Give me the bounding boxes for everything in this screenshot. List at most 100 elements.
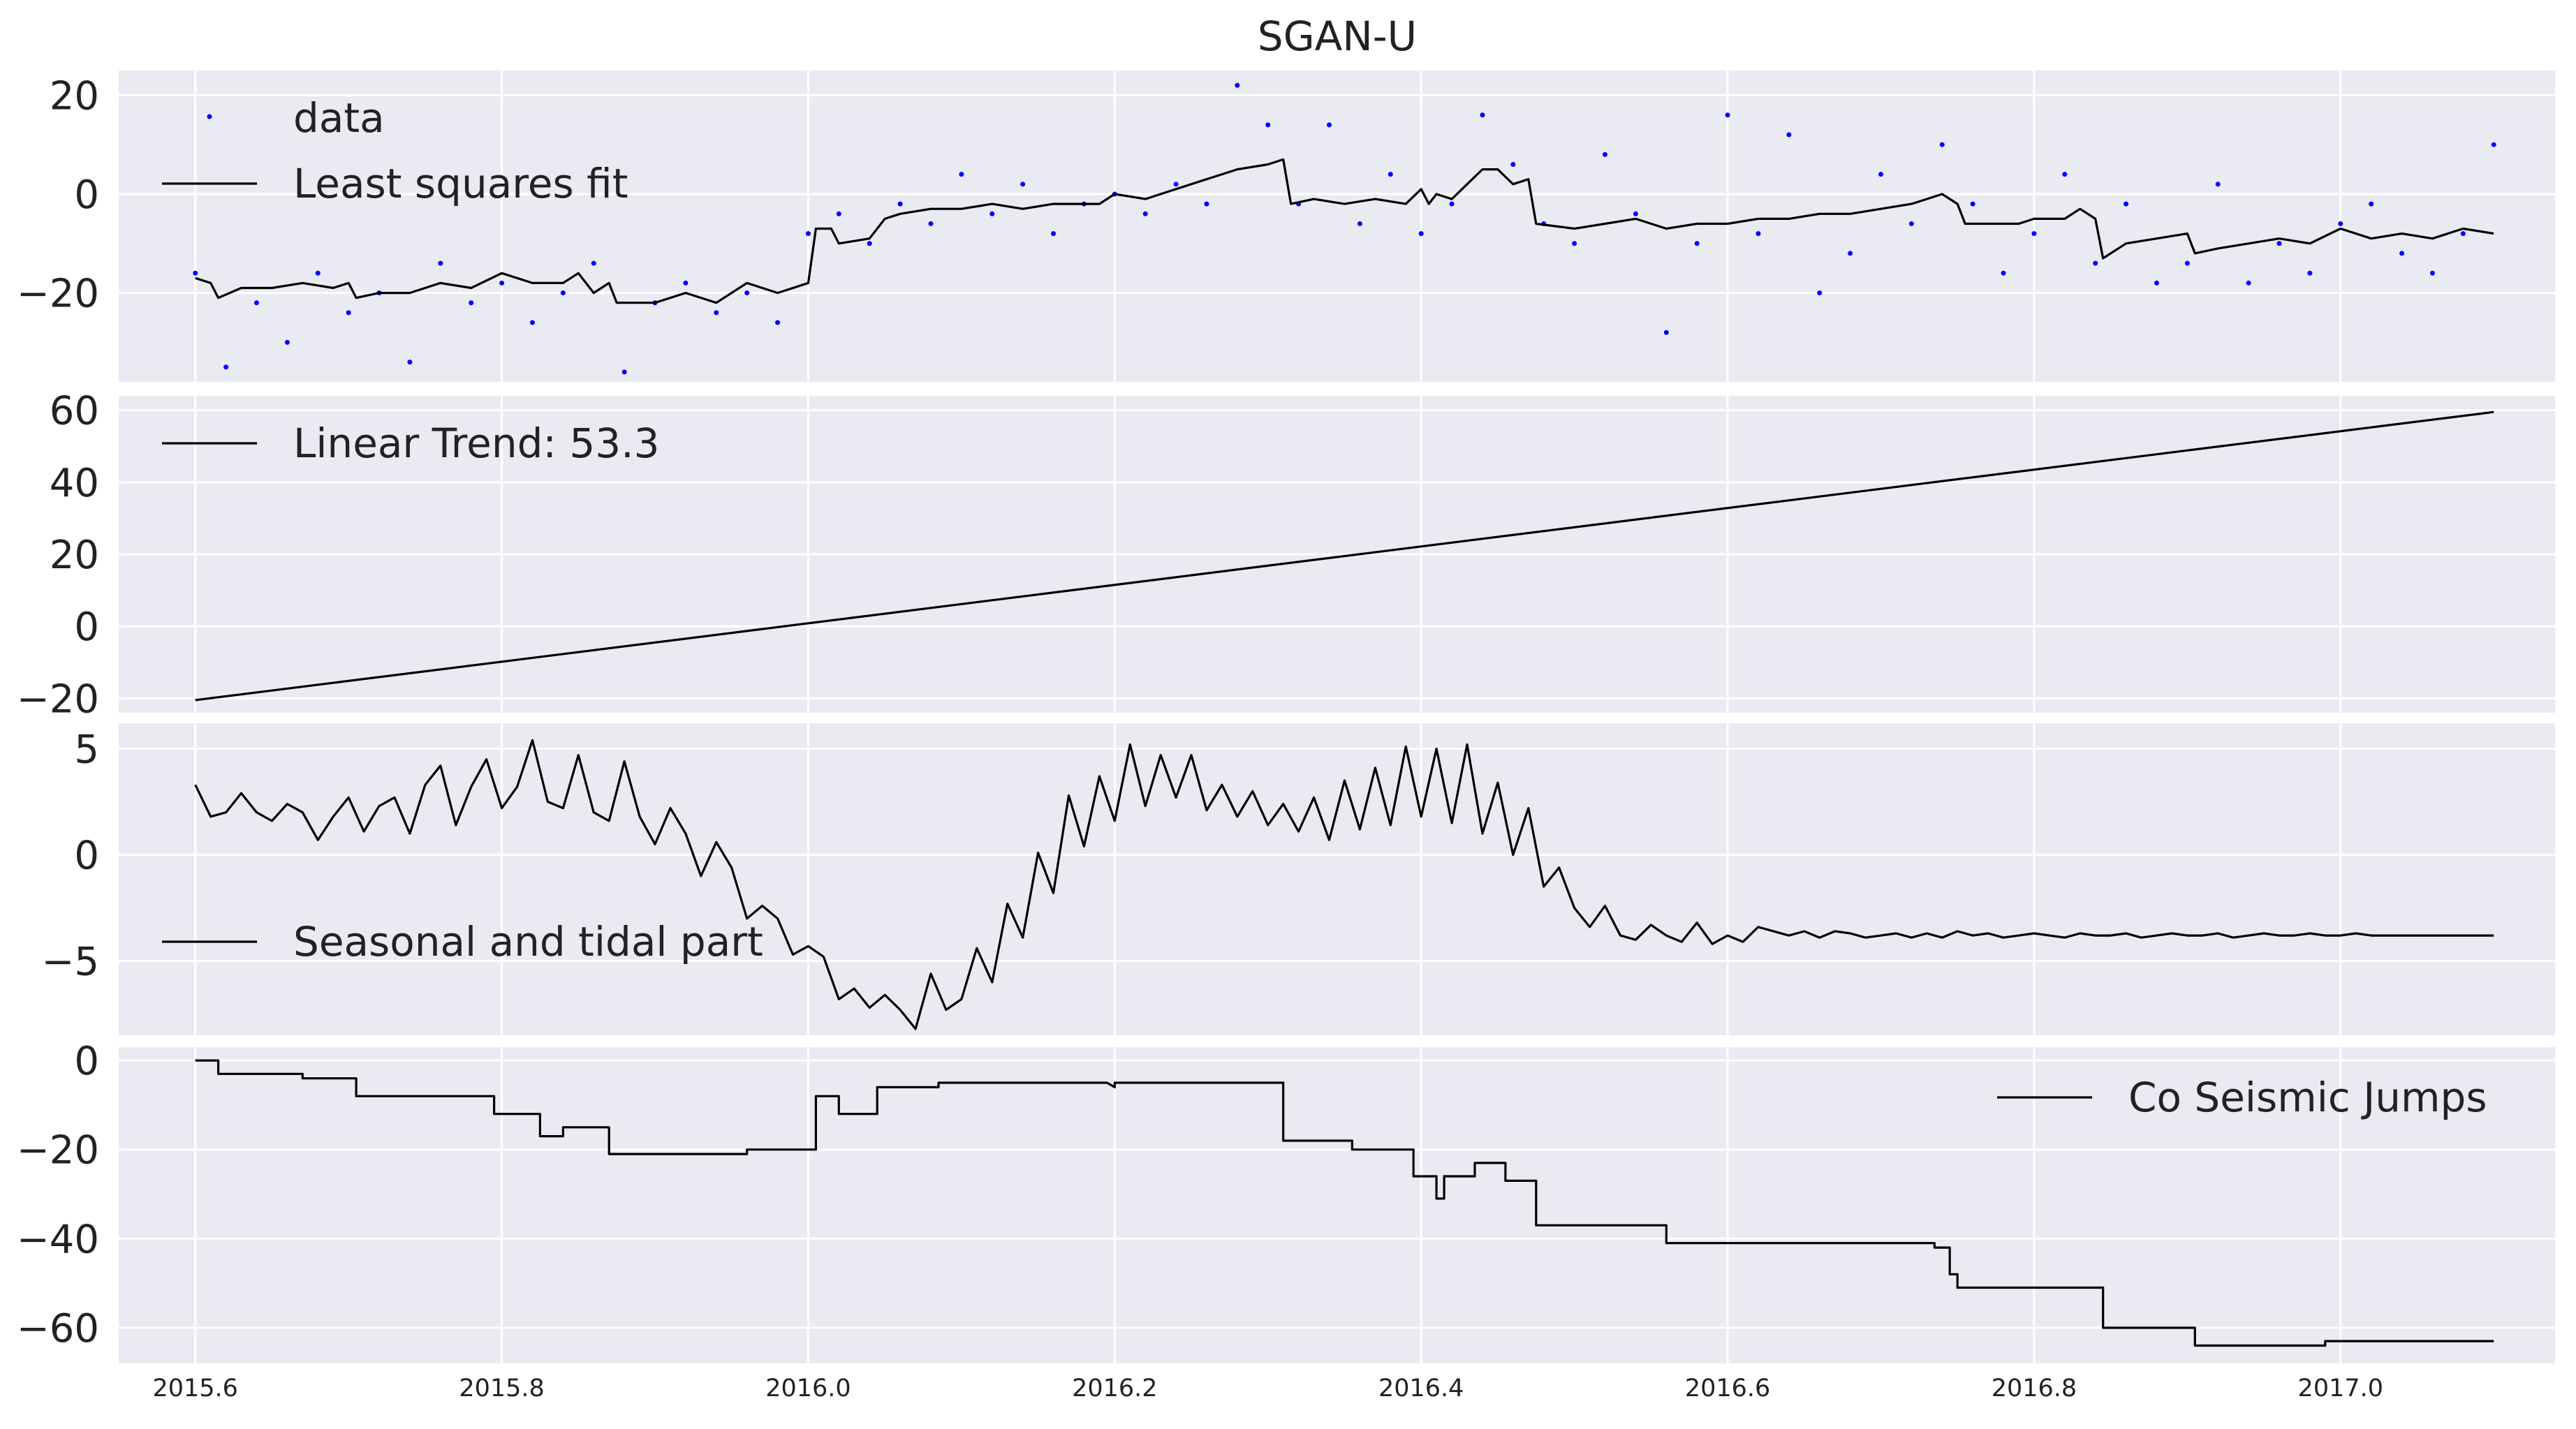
y-tick-label: −60 (17, 1306, 99, 1352)
data-point (1633, 211, 1638, 216)
plot-area (195, 410, 2494, 702)
x-tick-label: 2016.0 (765, 1375, 851, 1402)
series-line (195, 410, 2494, 702)
data-point (1173, 182, 1179, 187)
data-point (2215, 182, 2221, 187)
data-point (2491, 142, 2496, 147)
y-tick-label: −20 (17, 676, 99, 722)
data-point (867, 241, 872, 246)
panel-4: −60 −40 −20 0 Co Seismic Jumps (17, 1039, 2555, 1363)
data-point (1020, 182, 1026, 187)
data-point (1418, 231, 1424, 237)
data-point (469, 300, 474, 306)
series-line (195, 158, 2494, 304)
data-point (2369, 201, 2374, 207)
y-tick-label: 20 (50, 533, 99, 578)
data-point (1848, 251, 1853, 256)
data-point (2307, 270, 2313, 276)
data-point (1908, 221, 1914, 226)
legend-label: data (293, 94, 385, 142)
panel-3: −5 0 5 Seasonal and tidal part (41, 723, 2555, 1035)
data-point (1235, 82, 1240, 88)
data-point (1817, 290, 1823, 296)
panel-background (119, 71, 2555, 382)
data-point (1051, 231, 1057, 237)
legend-label: Least squares fit (293, 160, 628, 207)
x-tick-label: 2017.0 (2298, 1375, 2383, 1402)
y-tick-label: 40 (50, 461, 99, 506)
data-point (1939, 142, 1945, 147)
data-point (714, 310, 719, 316)
data-point (499, 280, 505, 286)
data-point (1204, 201, 1209, 207)
y-tick-label: −20 (17, 1128, 99, 1173)
data-point (2460, 231, 2466, 237)
data-point (2246, 280, 2251, 286)
data-point (1327, 122, 1332, 128)
data-point (1970, 201, 1975, 207)
data-point (1265, 122, 1271, 128)
data-point (1725, 112, 1730, 118)
plot-area (195, 1059, 2494, 1347)
y-tick-label: −40 (17, 1217, 99, 1262)
y-tick-label: 0 (74, 172, 99, 218)
x-tick-label: 2015.8 (459, 1375, 544, 1402)
data-point (775, 320, 781, 325)
data-point (744, 290, 750, 296)
data-point (223, 364, 229, 370)
legend-label: Co Seismic Jumps (2128, 1074, 2487, 1121)
data-point (2184, 260, 2190, 266)
data-point (2093, 260, 2098, 266)
data-point (1603, 151, 1608, 157)
data-point (1786, 132, 1792, 138)
data-point (1142, 211, 1148, 216)
data-point (1572, 241, 1577, 246)
legend-marker (207, 114, 212, 119)
legend-label: Seasonal and tidal part (293, 918, 763, 965)
data-point (805, 231, 811, 237)
y-tick-label: 0 (74, 834, 99, 879)
plot-area (194, 739, 2494, 1030)
x-tick-label: 2015.6 (152, 1375, 237, 1402)
data-point (897, 201, 903, 207)
plot-area (193, 82, 2496, 375)
data-point (407, 360, 413, 365)
data-point (959, 172, 964, 177)
legend-label: Linear Trend: 53.3 (293, 420, 660, 467)
data-point (346, 310, 351, 316)
data-point (2031, 231, 2037, 237)
data-point (1878, 172, 1883, 177)
y-tick-label: 60 (50, 389, 99, 434)
y-tick-label: 5 (74, 727, 99, 772)
data-point (2429, 270, 2435, 276)
data-point (1510, 162, 1516, 168)
y-tick-label: −20 (17, 272, 99, 317)
data-point (2399, 251, 2405, 256)
data-point (2062, 172, 2068, 177)
series-line (195, 1059, 2494, 1347)
x-tick-label: 2016.2 (1072, 1375, 1157, 1402)
data-point (683, 280, 689, 286)
panel-1: −20 0 20 data Least squares fit (17, 71, 2555, 382)
panel-2: −20 0 20 40 60 Linear Trend: 53.3 (17, 389, 2555, 722)
data-point (2276, 241, 2282, 246)
data-point (1357, 221, 1362, 226)
data-point (989, 211, 995, 216)
data-point (836, 211, 841, 216)
data-point (1449, 201, 1455, 207)
data-point (2154, 280, 2159, 286)
data-point (1663, 330, 1669, 335)
data-point (315, 270, 321, 276)
data-point (2124, 201, 2129, 207)
data-point (284, 339, 290, 345)
data-point (438, 260, 443, 266)
data-point (2338, 221, 2343, 226)
x-tick-label: 2016.6 (1685, 1375, 1770, 1402)
y-tick-label: −5 (41, 940, 99, 985)
panel-background (119, 1047, 2555, 1363)
x-tick-label: 2016.8 (1992, 1375, 2077, 1402)
data-point (253, 300, 259, 306)
data-point (1694, 241, 1700, 246)
data-point (1756, 231, 1761, 237)
